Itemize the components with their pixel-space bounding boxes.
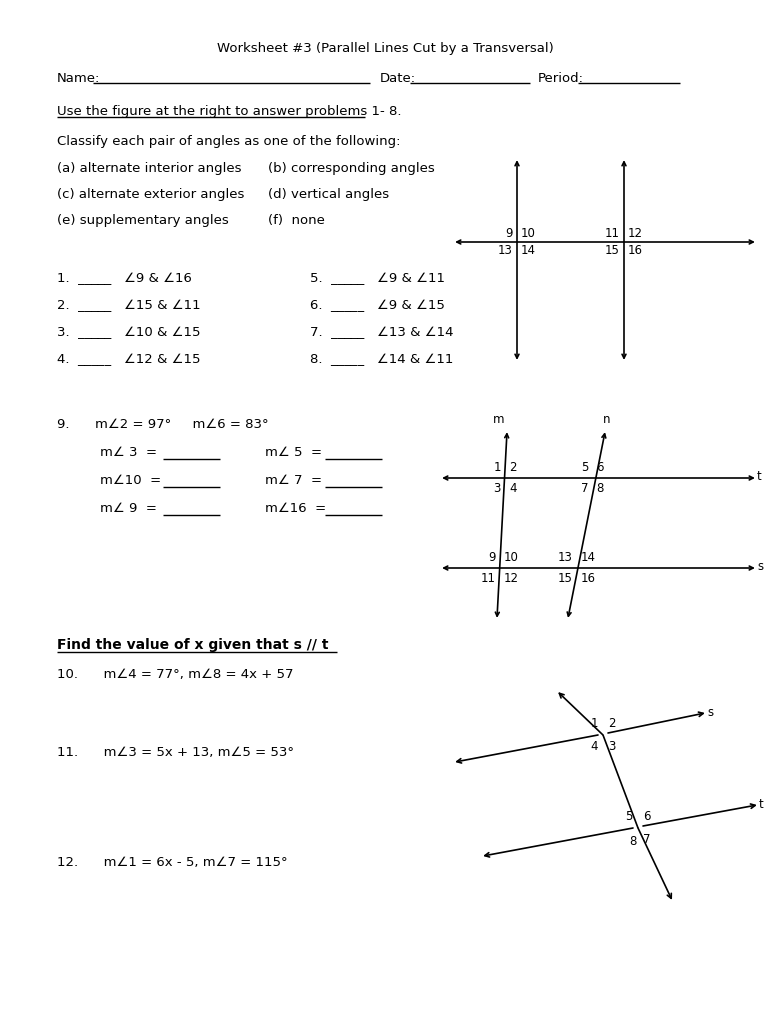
Text: 5.  _____   ∠9 & ∠11: 5. _____ ∠9 & ∠11 — [310, 272, 445, 285]
Text: 5: 5 — [581, 461, 588, 474]
Text: s: s — [757, 559, 763, 572]
Text: 3: 3 — [494, 482, 501, 495]
Text: 6: 6 — [596, 461, 604, 474]
Text: m∠ 5  =: m∠ 5 = — [265, 446, 326, 459]
Text: 6.  _____   ∠9 & ∠15: 6. _____ ∠9 & ∠15 — [310, 299, 445, 312]
Text: 2.  _____   ∠15 & ∠11: 2. _____ ∠15 & ∠11 — [57, 299, 201, 312]
Text: 11: 11 — [605, 227, 620, 240]
Text: Find the value of x given that s // t: Find the value of x given that s // t — [57, 638, 329, 652]
Text: 2: 2 — [608, 717, 615, 730]
Text: m∠10  =: m∠10 = — [100, 474, 166, 487]
Text: 10: 10 — [504, 551, 519, 564]
Text: n: n — [603, 413, 611, 426]
Text: 12.      m∠1 = 6x - 5, m∠7 = 115°: 12. m∠1 = 6x - 5, m∠7 = 115° — [57, 856, 288, 869]
Text: (a) alternate interior angles: (a) alternate interior angles — [57, 162, 242, 175]
Text: 8: 8 — [629, 835, 637, 848]
Text: 1: 1 — [591, 717, 598, 730]
Text: 9: 9 — [488, 551, 496, 564]
Text: 9: 9 — [505, 227, 513, 240]
Text: 4: 4 — [509, 482, 517, 495]
Text: 9.      m∠2 = 97°     m∠6 = 83°: 9. m∠2 = 97° m∠6 = 83° — [57, 418, 269, 431]
Text: Worksheet #3 (Parallel Lines Cut by a Transversal): Worksheet #3 (Parallel Lines Cut by a Tr… — [216, 42, 554, 55]
Text: 8: 8 — [596, 482, 604, 495]
Text: 15: 15 — [558, 572, 573, 585]
Text: 16: 16 — [581, 572, 596, 585]
Text: Period:: Period: — [538, 72, 584, 85]
Text: (b) corresponding angles: (b) corresponding angles — [268, 162, 435, 175]
Text: 5: 5 — [625, 810, 633, 823]
Text: 2: 2 — [509, 461, 517, 474]
Text: 6: 6 — [643, 810, 651, 823]
Text: 3.  _____   ∠10 & ∠15: 3. _____ ∠10 & ∠15 — [57, 326, 200, 339]
Text: m∠ 7  =: m∠ 7 = — [265, 474, 326, 487]
Text: 7: 7 — [581, 482, 588, 495]
Text: 13: 13 — [498, 244, 513, 257]
Text: 1.  _____   ∠9 & ∠16: 1. _____ ∠9 & ∠16 — [57, 272, 192, 285]
Text: 1: 1 — [494, 461, 501, 474]
Text: 8.  _____   ∠14 & ∠11: 8. _____ ∠14 & ∠11 — [310, 353, 454, 366]
Text: Date:: Date: — [380, 72, 416, 85]
Text: Use the figure at the right to answer problems 1- 8.: Use the figure at the right to answer pr… — [57, 105, 401, 118]
Text: 4: 4 — [591, 740, 598, 753]
Text: m∠ 3  =: m∠ 3 = — [100, 446, 161, 459]
Text: t: t — [759, 799, 764, 811]
Text: s: s — [707, 707, 713, 720]
Text: 15: 15 — [605, 244, 620, 257]
Text: m∠ 9  =: m∠ 9 = — [100, 502, 161, 515]
Text: 4.  _____   ∠12 & ∠15: 4. _____ ∠12 & ∠15 — [57, 353, 200, 366]
Text: Name:: Name: — [57, 72, 100, 85]
Text: (c) alternate exterior angles: (c) alternate exterior angles — [57, 188, 244, 201]
Text: t: t — [757, 469, 762, 482]
Text: 16: 16 — [628, 244, 643, 257]
Text: 7: 7 — [643, 833, 651, 846]
Text: 13: 13 — [558, 551, 573, 564]
Text: 14: 14 — [581, 551, 596, 564]
Text: 14: 14 — [521, 244, 536, 257]
Text: 3: 3 — [608, 740, 615, 753]
Text: 10: 10 — [521, 227, 536, 240]
Text: 11.      m∠3 = 5x + 13, m∠5 = 53°: 11. m∠3 = 5x + 13, m∠5 = 53° — [57, 746, 294, 759]
Text: 10.      m∠4 = 77°, m∠8 = 4x + 57: 10. m∠4 = 77°, m∠8 = 4x + 57 — [57, 668, 293, 681]
Text: 7.  _____   ∠13 & ∠14: 7. _____ ∠13 & ∠14 — [310, 326, 454, 339]
Text: 12: 12 — [628, 227, 643, 240]
Text: (f)  none: (f) none — [268, 214, 325, 227]
Text: 12: 12 — [504, 572, 519, 585]
Text: m: m — [494, 413, 505, 426]
Text: 11: 11 — [481, 572, 496, 585]
Text: (d) vertical angles: (d) vertical angles — [268, 188, 389, 201]
Text: Classify each pair of angles as one of the following:: Classify each pair of angles as one of t… — [57, 135, 400, 148]
Text: (e) supplementary angles: (e) supplementary angles — [57, 214, 229, 227]
Text: m∠16  =: m∠16 = — [265, 502, 330, 515]
